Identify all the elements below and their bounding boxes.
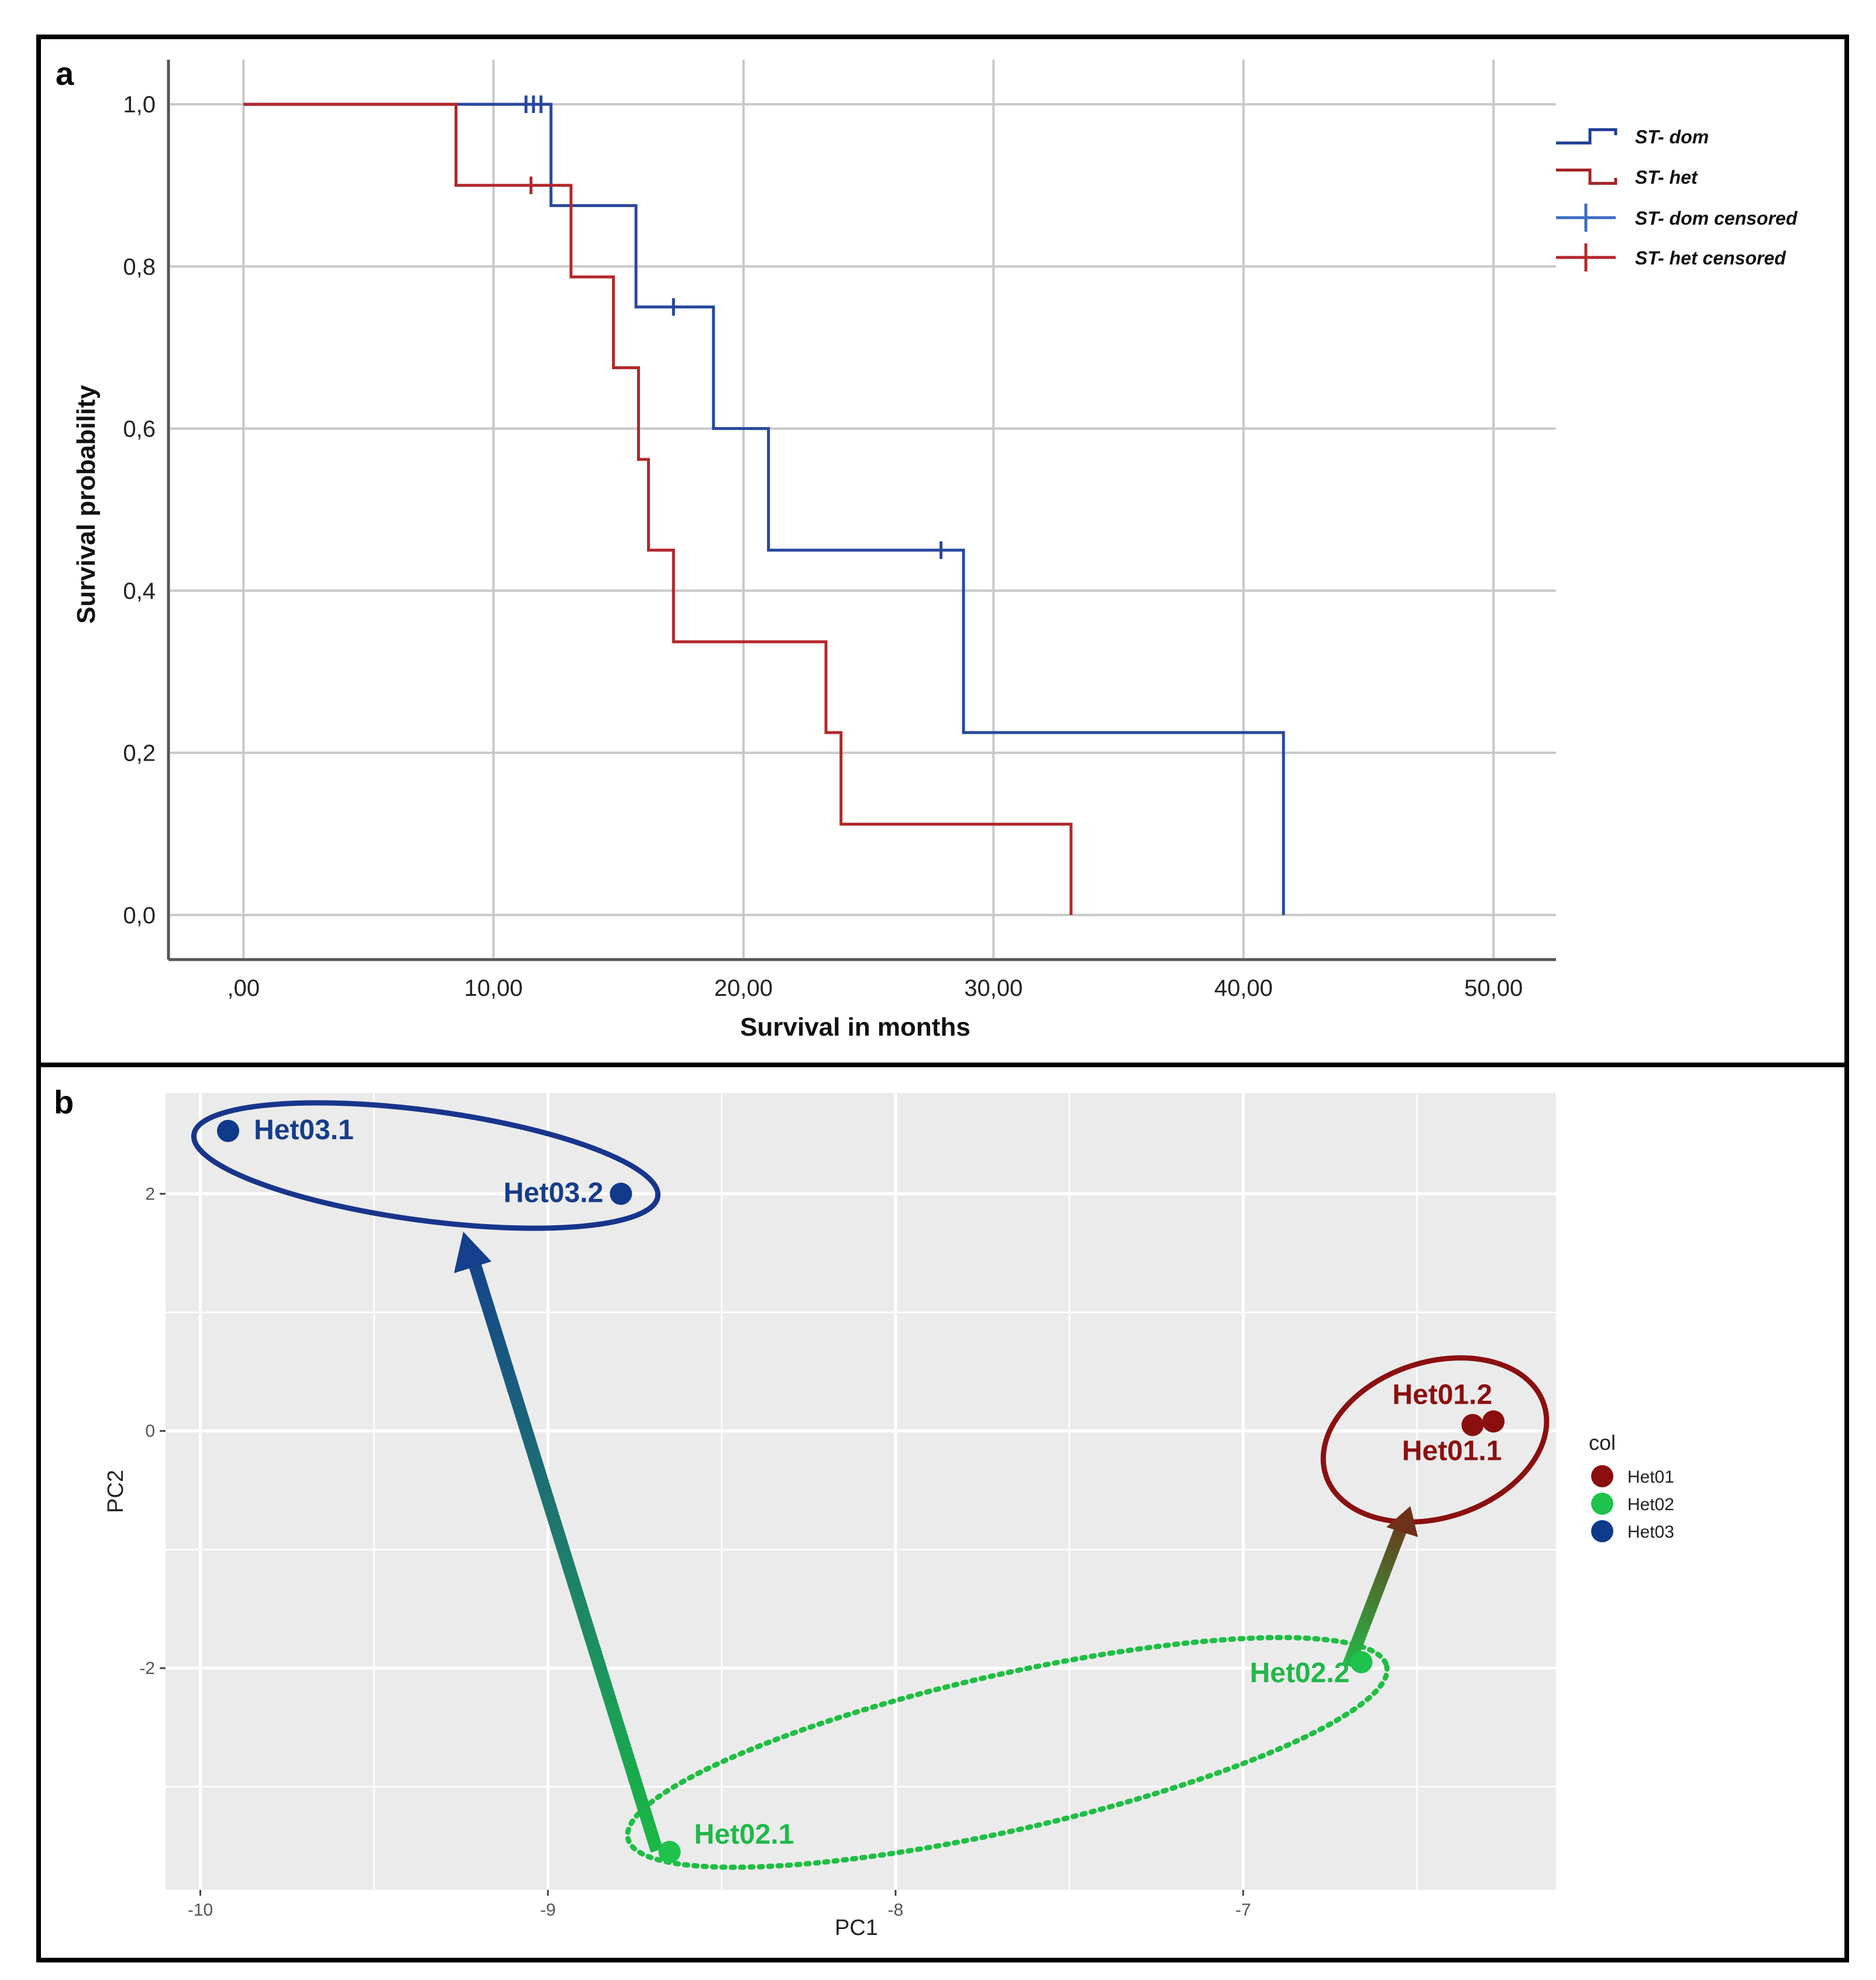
legend-label: ST- het [1635, 167, 1698, 188]
point-label: Het03.1 [254, 1115, 354, 1146]
legend-label: Het03 [1627, 1522, 1674, 1542]
y-tick-label: 0,4 [123, 579, 156, 604]
ellipse-het03 [191, 1100, 661, 1231]
panel-a-label: a [56, 55, 74, 92]
legend-step-symbol [1556, 169, 1617, 185]
survival-curve-st-dom [243, 102, 1285, 915]
panel-b: b -10 -9 -8 -720-2 Het03.1Het03.2Het01.2Het… [36, 1063, 1849, 1962]
y-tick-label: 0,2 [123, 741, 156, 766]
x-tick-label: -8 [888, 1900, 904, 1920]
legend-label: ST- dom censored [1635, 208, 1798, 229]
legend-label: Het02 [1627, 1495, 1674, 1514]
y-tick-label: -2 [139, 1659, 155, 1678]
x-tick-label: 50,00 [1464, 975, 1523, 1001]
x-tick-label: -7 [1235, 1900, 1251, 1920]
point-label: Het01.2 [1392, 1379, 1492, 1410]
point-het01-2 [1482, 1410, 1505, 1433]
point-label: Het02.1 [694, 1819, 794, 1850]
x-tick-label: 20,00 [714, 975, 773, 1001]
panel-a-y-axis-title: Survival probability [72, 384, 101, 624]
panel-a-x-axis-title: Survival in months [740, 1013, 970, 1041]
point-label: Het03.2 [504, 1177, 604, 1208]
panel-b-tick-labels: -10 -9 -8 -7 2 0 -2 [139, 1184, 1251, 1920]
point-label: Het02.2 [1249, 1658, 1350, 1689]
point-label: Het01.1 [1402, 1436, 1502, 1467]
panel-a: a ,00 10,00 20,00 30,00 40,00 50,00 0,0 0,2 0,4 0… [36, 35, 1849, 1067]
point-het02-2 [1350, 1651, 1373, 1673]
x-tick-label: -9 [540, 1900, 556, 1920]
legend-step-symbol [1556, 128, 1617, 145]
x-tick-label: 10,00 [464, 975, 523, 1001]
panel-b-label: b [54, 1084, 74, 1120]
y-tick-label: 0,6 [123, 416, 156, 442]
ellipse-het01 [1320, 1355, 1550, 1525]
legend-label: Het01 [1627, 1467, 1674, 1487]
point-het03-1 [216, 1119, 239, 1142]
x-tick-label: ,00 [227, 975, 260, 1001]
panel-b-gridlines [166, 1093, 1556, 1890]
legend-label: ST- dom [1635, 126, 1709, 147]
point-het01-1 [1461, 1414, 1484, 1436]
arrowhead [454, 1232, 491, 1273]
panel-b-y-axis-title: PC2 [104, 1470, 128, 1513]
panel-a-series [243, 95, 1285, 915]
panel-b-x-axis-title: PC1 [835, 1916, 878, 1940]
panel-b-plot-background [166, 1093, 1556, 1890]
panel-a-tick-labels: ,00 10,00 20,00 30,00 40,00 50,00 0,0 0,2 0,4 0,6… [123, 92, 1523, 1001]
x-tick-label: -10 [188, 1900, 213, 1920]
ellipse-het02 [625, 1635, 1390, 1870]
y-tick-label: 0 [145, 1422, 155, 1441]
x-tick-label: 40,00 [1214, 975, 1273, 1001]
panel-b-legend: col Het01 Het02 Het03 [1589, 1431, 1674, 1542]
point-het03-2 [610, 1182, 632, 1205]
panel-b-frame [36, 1063, 1849, 1962]
legend-label: ST- het censored [1635, 248, 1786, 269]
x-tick-label: 30,00 [964, 975, 1023, 1001]
arrow-het02-to-het01 [1342, 1506, 1418, 1668]
y-tick-label: 2 [145, 1184, 155, 1204]
survival-curve-st-het [243, 102, 1073, 915]
legend-key-het02 [1591, 1493, 1613, 1515]
y-tick-label: 0,0 [123, 903, 156, 929]
y-tick-label: 0,8 [123, 254, 156, 280]
panel-a-legend: ST- dom ST- het ST- dom censored ST- het ce… [1556, 126, 1798, 271]
point-het02-1 [658, 1841, 681, 1864]
legend-key-het01 [1591, 1465, 1613, 1487]
legend-key-het03 [1591, 1520, 1613, 1542]
arrowhead [1386, 1506, 1418, 1537]
legend-title: col [1589, 1431, 1616, 1455]
y-tick-label: 1,0 [123, 92, 156, 118]
panel-b-points: Het03.1 Het03.2 Het01.2 Het01.1 Het02.2 Het02… [216, 1115, 1505, 1864]
arrow-het02-to-het03 [454, 1232, 663, 1853]
